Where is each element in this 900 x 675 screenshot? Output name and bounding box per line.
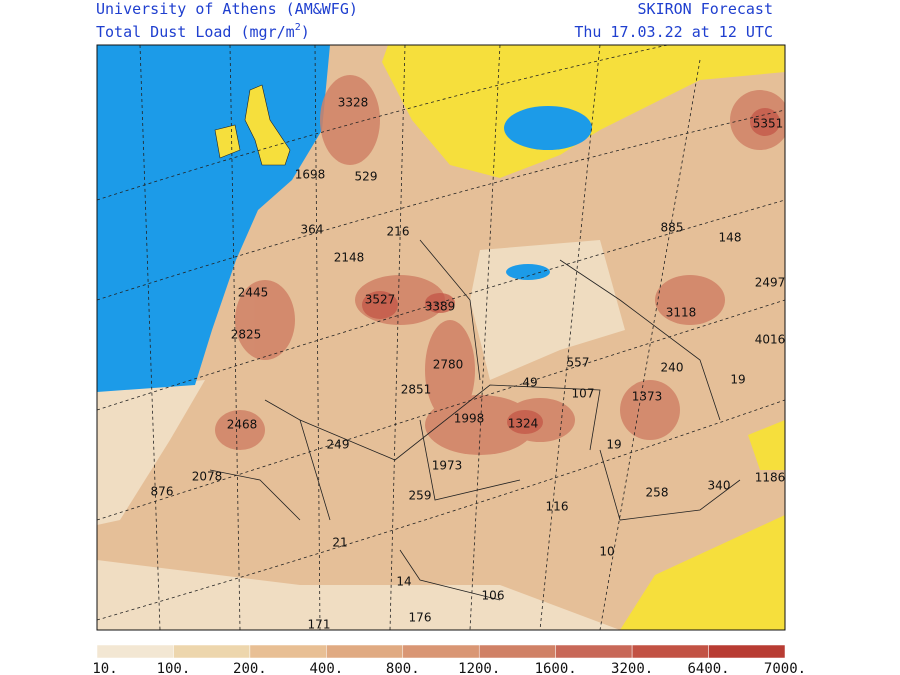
- dust-value-label: 2780: [433, 358, 464, 372]
- dust-value-label: 171: [308, 618, 331, 632]
- dust-value-label: 216: [387, 225, 410, 239]
- dust-value-label: 2851: [401, 383, 432, 397]
- dust-value-label: 14: [396, 575, 411, 589]
- colorbar-label: 7000.: [764, 661, 806, 675]
- dust-value-label: 340: [708, 479, 731, 493]
- dust-value-label: 2148: [334, 251, 365, 265]
- dust-value-label: 876: [151, 485, 174, 499]
- dust-value-label: 5351: [753, 117, 784, 131]
- dust-value-label: 1698: [295, 168, 326, 182]
- dust-value-label: 107: [572, 387, 595, 401]
- dust-value-label: 10: [599, 545, 614, 559]
- dust-value-label: 49: [522, 376, 537, 390]
- dust-value-label: 2445: [238, 286, 269, 300]
- colorbar-label: 100.: [157, 661, 191, 675]
- product-superscript: 2: [295, 22, 301, 33]
- dust-value-label: 2825: [231, 328, 262, 342]
- dust-value-label: 557: [567, 356, 590, 370]
- dust-value-label: 3328: [338, 96, 369, 110]
- dust-value-label: 1186: [755, 471, 786, 485]
- borders: [209, 239, 741, 601]
- product-text: Total Dust Load (mgr/m: [96, 23, 295, 41]
- colorbar-label: 6400.: [687, 661, 729, 675]
- institution: University of Athens (AM&WFG): [96, 0, 358, 18]
- dust-value-label: 249: [327, 438, 350, 452]
- colorbar-label: 400.: [309, 661, 343, 675]
- colorbar-segment: [555, 644, 633, 659]
- colorbar-label: 1600.: [535, 661, 577, 675]
- colorbar-segment: [708, 644, 786, 659]
- dust-value-label: 2468: [227, 418, 258, 432]
- dust-value-label: 1973: [432, 459, 463, 473]
- dust-value-label: 19: [730, 373, 745, 387]
- colorbar-segment: [249, 644, 327, 659]
- colorbar-label: 1200.: [458, 661, 500, 675]
- product-close: ): [301, 23, 310, 41]
- dust-value-label: 176: [409, 611, 432, 625]
- valid-time: Thu 17.03.22 at 12 UTC: [574, 23, 773, 41]
- model: SKIRON Forecast: [638, 0, 773, 18]
- dust-value-label: 258: [646, 486, 669, 500]
- dust-value-label: 116: [546, 500, 569, 514]
- dust-value-label: 3527: [365, 293, 396, 307]
- dust-value-label: 148: [719, 231, 742, 245]
- dust-value-label: 1998: [454, 412, 485, 426]
- dust-value-label: 19: [606, 438, 621, 452]
- colorbar-segment: [402, 644, 480, 659]
- dust-value-label: 259: [409, 489, 432, 503]
- product: Total Dust Load (mgr/m2): [96, 22, 310, 41]
- dust-value-label: 1373: [632, 390, 663, 404]
- colorbar-label: 3200.: [611, 661, 653, 675]
- colorbar-label: 10.: [92, 661, 117, 675]
- colorbar-label: 200.: [233, 661, 267, 675]
- map: 3328 5351 1698 529 885 148 364 216 2148 2497 2445 3…: [97, 45, 786, 632]
- dust-value-label: 4016: [755, 333, 786, 347]
- colorbar-segment: [173, 644, 251, 659]
- dust-value-label: 240: [661, 361, 684, 375]
- colorbar-segment: [96, 644, 174, 659]
- dust-value-label: 2497: [755, 276, 786, 290]
- dust-value-label: 364: [301, 223, 324, 237]
- dust-value-label: 3118: [666, 306, 697, 320]
- dust-value-label: 1324: [508, 417, 539, 431]
- colorbar-segment: [478, 644, 556, 659]
- dust-value-label: 885: [661, 221, 684, 235]
- dust-value-label: 3389: [425, 300, 456, 314]
- dust-value-label: 21: [332, 536, 347, 550]
- dust-value-label: 2078: [192, 470, 223, 484]
- colorbar-segment: [631, 644, 709, 659]
- colorbar-segment: [326, 644, 404, 659]
- dust-value-label: 529: [355, 170, 378, 184]
- map-frame: [96, 44, 786, 631]
- dust-value-label: 106: [482, 589, 505, 603]
- colorbar-label: 800.: [386, 661, 420, 675]
